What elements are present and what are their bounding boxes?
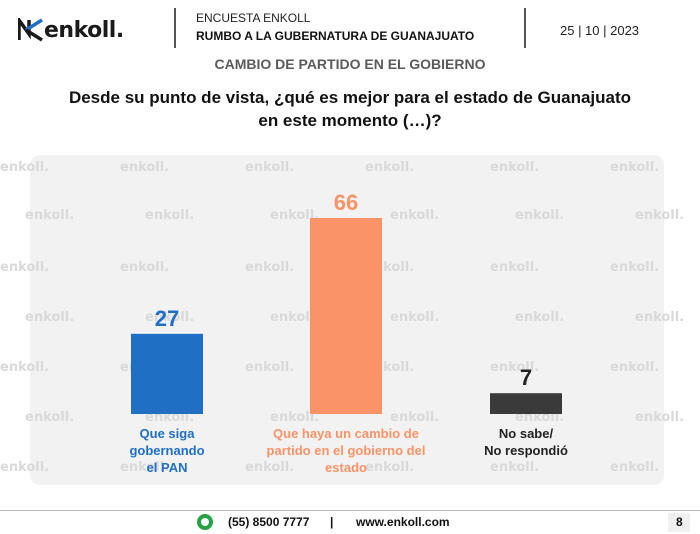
watermark: enkoll. — [490, 260, 540, 275]
watermark: enkoll. — [610, 260, 660, 275]
watermark: enkoll. — [635, 208, 685, 223]
watermark: enkoll. — [490, 460, 540, 475]
watermark: enkoll. — [25, 310, 75, 325]
bar-1 — [131, 333, 203, 414]
watermark: enkoll. — [120, 460, 170, 475]
watermark: enkoll. — [390, 410, 440, 425]
category-label-line: gobernando — [129, 443, 205, 458]
watermark: enkoll. — [515, 208, 565, 223]
watermark: enkoll. — [145, 208, 195, 223]
logo-dot: . — [115, 17, 125, 43]
category-label-line: el PAN — [146, 460, 188, 475]
category-label-line: estado — [325, 460, 367, 475]
watermark: enkoll. — [490, 160, 540, 175]
page-number-box — [668, 513, 690, 532]
category-label-line: No sabe/ — [498, 426, 554, 441]
watermark: enkoll. — [270, 410, 320, 425]
category-label-1: Que siga gobernando el PAN — [77, 425, 257, 476]
watermark: enkoll. — [515, 310, 565, 325]
bar-2 — [310, 218, 382, 414]
survey-title: RUMBO A LA GUBERNATURA DE GUANAJUATO — [196, 29, 475, 43]
watermark: enkoll. — [490, 360, 540, 375]
watermark: enkoll. — [120, 260, 170, 275]
bar-value-label-1: 27 — [155, 306, 179, 331]
whatsapp-icon — [197, 514, 213, 530]
watermark: enkoll. — [0, 160, 50, 175]
watermark: enkoll. — [365, 160, 415, 175]
header-divider — [174, 8, 176, 48]
watermark: enkoll. — [635, 310, 685, 325]
category-label-3: No sabe/No respondió — [436, 425, 616, 459]
bar-3 — [490, 393, 562, 414]
footer: (55) 8500 7777 | www.enkoll.com 8 — [0, 512, 700, 534]
watermark: enkoll. — [0, 460, 50, 475]
survey-question: Desde su punto de vista, ¿qué es mejor p… — [68, 88, 632, 130]
watermark: enkoll. — [610, 360, 660, 375]
footer-website[interactable]: www.enkoll.com — [356, 515, 450, 529]
watermark: enkoll. — [610, 460, 660, 475]
survey-label: ENCUESTA ENKOLL — [196, 11, 311, 25]
watermark: enkoll. — [25, 410, 75, 425]
bar-value-label-3: 7 — [520, 365, 532, 390]
category-label-2: Que haya un cambio de partido en el gobie… — [256, 425, 436, 476]
watermark: enkoll. — [365, 460, 415, 475]
bar-value-label-2: 66 — [334, 190, 358, 215]
category-label-line: partido en el gobierno del — [266, 443, 426, 458]
enkoll-logo-icon — [18, 18, 43, 42]
footer-divider — [0, 510, 700, 511]
report-date: 25 | 10 | 2023 — [560, 23, 640, 38]
watermark: enkoll. — [245, 360, 295, 375]
category-label-line: No respondió — [484, 443, 568, 458]
watermark: enkoll. — [390, 310, 440, 325]
watermark: enkoll. — [245, 460, 295, 475]
header: enkoll. ENCUESTA ENKOLL RUMBO A LA GUBER… — [0, 0, 700, 56]
header-divider-2 — [524, 8, 526, 48]
logo-text: enkoll — [44, 17, 116, 43]
watermark: enkoll. — [120, 160, 170, 175]
watermark: enkoll. — [145, 310, 195, 325]
watermark: enkoll. — [25, 208, 75, 223]
watermark: enkoll. — [245, 160, 295, 175]
watermark: enkoll. — [610, 160, 660, 175]
watermark: enkoll. — [0, 360, 50, 375]
watermark: enkoll. — [635, 410, 685, 425]
watermark: enkoll. — [390, 208, 440, 223]
watermark: enkoll. — [245, 260, 295, 275]
category-label-line: Que haya un cambio de — [273, 426, 419, 441]
watermark: enkoll. — [0, 260, 50, 275]
watermark: enkoll. — [270, 310, 320, 325]
category-label-line: Que siga — [139, 426, 195, 441]
enkoll-logo: enkoll. — [18, 14, 124, 46]
watermark: enkoll. — [270, 208, 320, 223]
footer-phone: (55) 8500 7777 — [228, 515, 310, 529]
page-number: 8 — [676, 515, 683, 529]
footer-separator: | — [330, 515, 334, 529]
page-subtitle: CAMBIO DE PARTIDO EN EL GOBIERNO — [214, 56, 486, 72]
